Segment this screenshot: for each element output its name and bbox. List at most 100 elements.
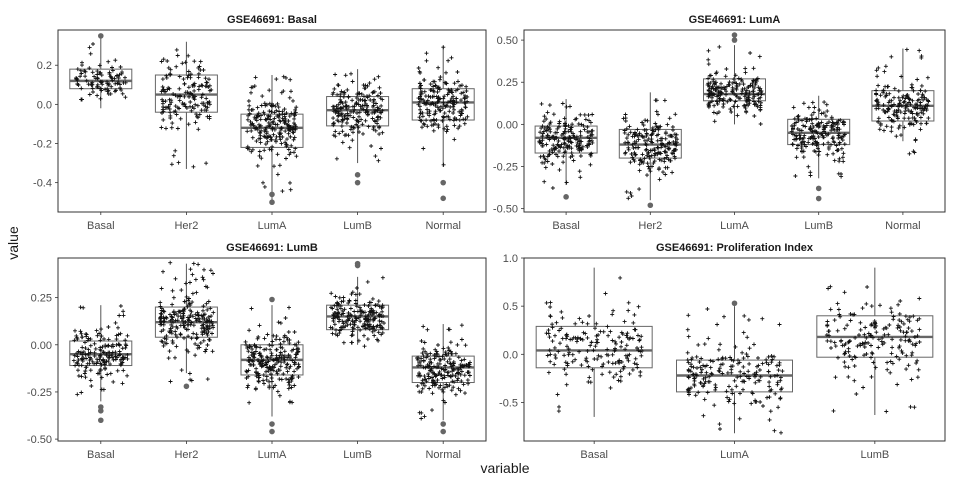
jitter-points [789, 100, 847, 179]
jitter-points [245, 74, 299, 194]
jitter-points [537, 101, 595, 190]
jitter-points [874, 47, 931, 156]
box-Basal [69, 304, 133, 424]
jitter-points [416, 45, 470, 167]
y-tick-label: -0.50 [27, 434, 52, 446]
jitter-points [824, 284, 922, 414]
box-LumB [816, 267, 934, 415]
jitter-points [330, 71, 385, 163]
jitter-points [74, 42, 128, 102]
outlier-point [563, 194, 569, 200]
outlier-point [647, 202, 654, 209]
jitter-points [415, 323, 472, 421]
box-Normal [411, 45, 475, 202]
y-tick-label: 1.0 [503, 253, 518, 265]
box-Basal [535, 267, 653, 417]
y-axis-label: value [5, 226, 21, 260]
outlier-point [815, 185, 822, 192]
iqr-box [411, 88, 475, 121]
jitter-points [685, 307, 785, 435]
y-tick-label: -0.50 [493, 204, 518, 216]
panel-title: GSE46691: LumA [689, 14, 781, 26]
outlier-point [815, 195, 822, 202]
y-tick-label: 0.25 [497, 77, 518, 89]
outlier-point [731, 32, 738, 38]
box-Basal [534, 99, 598, 200]
outlier-point [731, 300, 738, 307]
x-tick-label: LumB [804, 220, 833, 232]
box-LumA [240, 74, 304, 206]
outlier-point [440, 179, 447, 186]
jitter-points [705, 44, 764, 126]
x-tick-label: LumA [720, 449, 749, 461]
jitter-points [159, 47, 214, 169]
jitter-points [71, 304, 130, 397]
y-tick-label: 0.5 [503, 301, 518, 313]
panel-border [523, 257, 946, 442]
outlier-point [440, 421, 447, 427]
x-tick-label: Her2 [638, 220, 662, 232]
x-tick-label: Her2 [174, 220, 198, 232]
x-tick-label: LumB [343, 220, 372, 232]
x-tick-label: LumA [258, 449, 287, 461]
x-tick-label: Basal [580, 449, 608, 461]
x-tick-label: Basal [87, 220, 115, 232]
y-tick-label: 0.0 [37, 99, 52, 111]
y-tick-label: 0.2 [37, 60, 52, 72]
box-Her2 [154, 260, 218, 390]
y-tick-label: 0.00 [497, 119, 518, 131]
y-tick-label: -0.25 [27, 387, 52, 399]
panel-1: GSE46691: Basal -0.4 -0.2 0.0 0.2 Basal Her2 Lu… [33, 14, 487, 232]
iqr-box [534, 125, 598, 154]
outlier-point [354, 172, 361, 178]
box-LumA [703, 32, 766, 126]
panel-border [523, 29, 946, 213]
x-tick-label: Her2 [174, 449, 198, 461]
y-tick-label: 0.00 [31, 340, 52, 352]
outlier-point [269, 428, 275, 435]
outlier-point [440, 428, 447, 435]
x-tick-label: Basal [552, 220, 580, 232]
outlier-point [183, 383, 190, 390]
box-LumB [326, 69, 390, 186]
x-tick-label: Normal [885, 220, 920, 232]
x-tick-label: LumB [860, 449, 889, 461]
box-LumB [787, 95, 851, 202]
iqr-box [535, 325, 653, 369]
outlier-point [731, 37, 738, 43]
jitter-points [621, 98, 680, 201]
outlier-point [269, 191, 275, 198]
panel-border [57, 29, 487, 213]
outlier-point [269, 199, 275, 206]
outlier-point [98, 33, 104, 39]
x-tick-label: Basal [87, 449, 115, 461]
box-Her2 [154, 41, 218, 169]
outlier-point [98, 417, 104, 424]
x-axis-label: variable [480, 460, 529, 476]
outlier-point [98, 408, 104, 414]
y-tick-label: -0.25 [493, 162, 518, 174]
box-LumA [676, 300, 793, 435]
panel-4: GSE46691: Proliferation Index -0.5 0.0 0.5 1… [499, 242, 946, 461]
x-tick-label: Normal [425, 449, 460, 461]
y-tick-label: -0.2 [33, 139, 52, 151]
x-tick-label: LumA [258, 220, 287, 232]
x-tick-label: Normal [425, 220, 460, 232]
x-tick-label: LumB [343, 449, 372, 461]
box-LumB [326, 260, 390, 349]
box-Normal [871, 47, 935, 156]
outlier-point [354, 179, 361, 186]
panel-title: GSE46691: Basal [227, 14, 317, 26]
jitter-points [544, 275, 645, 414]
y-tick-label: -0.4 [33, 178, 52, 190]
outlier-point [269, 421, 275, 427]
box-Her2 [618, 92, 682, 209]
y-tick-label: 0.0 [503, 349, 518, 361]
panel-border [57, 257, 487, 442]
panel-3: GSE46691: LumB -0.50 -0.25 0.00 0.25 Basal Her… [27, 242, 487, 461]
panel-title: GSE46691: LumB [226, 242, 318, 254]
jitter-points [243, 305, 301, 405]
y-tick-label: 0.25 [31, 293, 52, 305]
box-LumA [240, 296, 304, 435]
